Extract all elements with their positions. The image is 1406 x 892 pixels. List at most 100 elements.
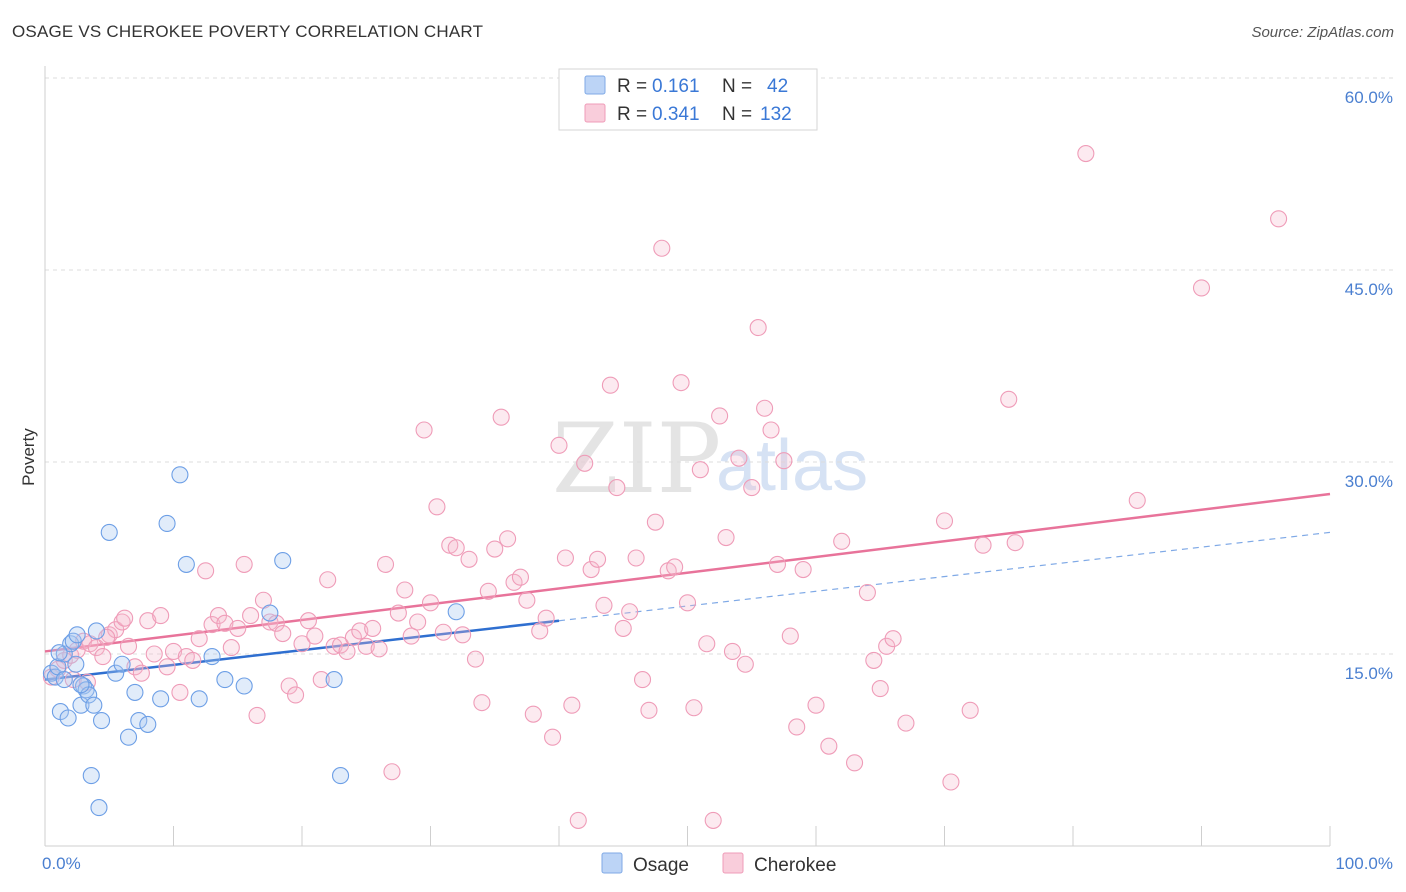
osage-bottom-label: Osage (633, 855, 689, 876)
cherokee-point (132, 664, 150, 682)
osage-point (72, 676, 90, 694)
osage-point (325, 671, 343, 689)
cherokee-point (1128, 491, 1146, 509)
osage-legend-swatch (584, 75, 606, 95)
cherokee-point (376, 555, 395, 573)
cherokee-point (261, 613, 279, 631)
cherokee-point (222, 639, 240, 657)
stats-legend: R = 0.161 N = 42 R = 0.341 N = 132 (558, 68, 818, 131)
cherokee-point (357, 637, 375, 655)
cherokee-point (563, 696, 581, 714)
y-tick-label: 15.0% (1345, 664, 1393, 683)
cherokee-point (646, 513, 664, 531)
osage-point (119, 728, 138, 746)
osage-trend-line (44, 619, 560, 681)
cherokee-point (633, 671, 652, 689)
cherokee-point (601, 376, 619, 394)
cherokee-point (627, 549, 645, 567)
osage-point (113, 655, 131, 673)
osage-point (90, 799, 108, 817)
cherokee-point (884, 630, 902, 648)
cherokee-point (961, 701, 979, 719)
cherokee-bottom-label: Cherokee (754, 855, 836, 876)
cherokee-point (87, 639, 105, 657)
cherokee-point (454, 626, 472, 644)
cherokee-point (299, 612, 317, 630)
cherokee-point (280, 677, 298, 695)
cherokee-point (518, 591, 536, 609)
cherokee-point (184, 651, 202, 669)
cherokee-point (447, 539, 465, 557)
cherokee-point (736, 655, 754, 673)
cherokee-point (331, 636, 350, 654)
cherokee-point (370, 640, 388, 658)
cherokee-point (781, 627, 799, 645)
cherokee-point (98, 628, 116, 646)
osage-point (59, 709, 77, 727)
cherokee-point (685, 699, 703, 717)
cherokee-point (479, 582, 497, 600)
cherokee-point (845, 754, 864, 772)
y-tick-label: 30.0% (1345, 472, 1393, 491)
cherokee-point (383, 763, 401, 781)
cherokee-point (116, 609, 134, 627)
cherokee-point (338, 642, 356, 660)
cherokee-point (653, 239, 671, 257)
cherokee-point (158, 658, 176, 676)
osage-point (139, 715, 157, 733)
cherokee-point (537, 609, 555, 627)
cherokee-legend-swatch (584, 103, 606, 123)
y-axis-title: Poverty (19, 428, 38, 486)
osage-point (152, 690, 170, 708)
cherokee-point (267, 614, 285, 632)
cherokee-point (749, 319, 767, 337)
osage-point (447, 603, 465, 621)
cherokee-point (858, 584, 876, 602)
cherokee-point (473, 694, 491, 712)
cherokee-point (1270, 210, 1288, 228)
source-credit: Source: ZipAtlas.com (1251, 24, 1394, 41)
cherokee-point (717, 528, 735, 547)
osage-point (130, 712, 148, 730)
cherokee-point (389, 604, 407, 622)
cherokee-point (974, 536, 992, 554)
cherokee-point (325, 637, 343, 655)
cherokee-point (556, 549, 574, 567)
cherokee-point (576, 454, 594, 472)
cherokee-point (640, 701, 658, 719)
osage-point (50, 644, 68, 662)
cherokee-point (1000, 390, 1018, 408)
cherokee-point (306, 627, 324, 645)
osage-point (190, 690, 208, 708)
osage-point (107, 664, 125, 682)
osage-r-label: R = (617, 76, 647, 97)
cherokee-point (486, 540, 504, 558)
cherokee-n-value: 132 (760, 104, 792, 125)
cherokee-point (569, 811, 587, 829)
cherokee-point (794, 560, 812, 579)
cherokee-point (351, 622, 369, 640)
cherokee-n-label: N = (722, 104, 752, 125)
cherokee-bottom-swatch (722, 852, 744, 874)
cherokee-point (935, 512, 954, 530)
cherokee-point (229, 619, 247, 637)
cherokee-point (614, 619, 632, 637)
cherokee-point (145, 645, 163, 663)
x-tick-label-max: 100.0% (1335, 854, 1393, 873)
cherokee-point (312, 671, 330, 689)
cherokee-point (344, 628, 362, 646)
cherokee-point (897, 714, 915, 732)
cherokee-point (119, 637, 138, 655)
osage-point (87, 622, 105, 640)
cherokee-point (743, 479, 761, 497)
osage-trend-extension (558, 531, 1331, 622)
y-tick-label: 60.0% (1345, 88, 1393, 107)
cherokee-point (1006, 534, 1024, 552)
cherokee-point (460, 550, 478, 568)
osage-point (62, 635, 80, 653)
watermark-zip: ZIP (552, 403, 721, 515)
cherokee-point (415, 421, 433, 439)
osage-point (92, 712, 111, 730)
cherokee-point (287, 686, 305, 704)
